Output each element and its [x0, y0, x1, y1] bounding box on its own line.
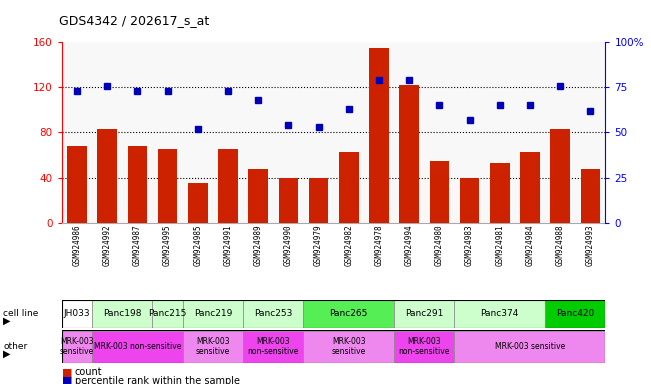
FancyBboxPatch shape — [183, 331, 243, 362]
FancyBboxPatch shape — [152, 300, 183, 328]
Text: ▶: ▶ — [3, 316, 11, 326]
Text: ■: ■ — [62, 367, 72, 377]
FancyBboxPatch shape — [62, 300, 92, 328]
Text: cell line: cell line — [3, 310, 38, 318]
Text: MRK-003 sensitive: MRK-003 sensitive — [495, 342, 565, 351]
Bar — [460, 177, 479, 223]
Bar — [369, 48, 389, 223]
FancyBboxPatch shape — [394, 300, 454, 328]
Bar — [520, 152, 540, 223]
FancyBboxPatch shape — [92, 300, 152, 328]
Bar — [188, 183, 208, 223]
Text: percentile rank within the sample: percentile rank within the sample — [75, 376, 240, 384]
Bar — [218, 149, 238, 223]
Text: MRK-003
sensitive: MRK-003 sensitive — [60, 337, 94, 356]
Text: MRK-003 non-sensitive: MRK-003 non-sensitive — [94, 342, 181, 351]
Text: Panc420: Panc420 — [556, 310, 594, 318]
Bar — [430, 161, 449, 223]
Text: MRK-003
sensitive: MRK-003 sensitive — [196, 337, 230, 356]
Bar — [309, 177, 328, 223]
Text: MRK-003
non-sensitive: MRK-003 non-sensitive — [398, 337, 450, 356]
Bar — [279, 177, 298, 223]
Bar — [128, 146, 147, 223]
Text: Panc198: Panc198 — [103, 310, 141, 318]
Bar — [248, 169, 268, 223]
Text: MRK-003
non-sensitive: MRK-003 non-sensitive — [247, 337, 299, 356]
FancyBboxPatch shape — [62, 331, 92, 362]
Text: Panc219: Panc219 — [193, 310, 232, 318]
Text: Panc265: Panc265 — [329, 310, 368, 318]
Text: ▶: ▶ — [3, 348, 11, 359]
Text: Panc374: Panc374 — [480, 310, 519, 318]
FancyBboxPatch shape — [394, 331, 454, 362]
FancyBboxPatch shape — [243, 300, 303, 328]
Text: Panc253: Panc253 — [254, 310, 292, 318]
FancyBboxPatch shape — [454, 331, 605, 362]
Bar — [98, 129, 117, 223]
FancyBboxPatch shape — [303, 331, 394, 362]
Text: JH033: JH033 — [64, 310, 90, 318]
Bar — [339, 152, 359, 223]
Text: other: other — [3, 342, 27, 351]
Bar — [490, 163, 510, 223]
Bar — [581, 169, 600, 223]
Bar — [158, 149, 177, 223]
FancyBboxPatch shape — [183, 300, 243, 328]
FancyBboxPatch shape — [454, 300, 545, 328]
Text: ■: ■ — [62, 376, 72, 384]
Bar — [550, 129, 570, 223]
FancyBboxPatch shape — [243, 331, 303, 362]
Bar — [399, 85, 419, 223]
Text: Panc291: Panc291 — [405, 310, 443, 318]
Text: MRK-003
sensitive: MRK-003 sensitive — [331, 337, 366, 356]
FancyBboxPatch shape — [303, 300, 394, 328]
FancyBboxPatch shape — [545, 300, 605, 328]
Text: Panc215: Panc215 — [148, 310, 187, 318]
Text: GDS4342 / 202617_s_at: GDS4342 / 202617_s_at — [59, 14, 209, 27]
Bar — [67, 146, 87, 223]
FancyBboxPatch shape — [92, 331, 183, 362]
Text: count: count — [75, 367, 102, 377]
